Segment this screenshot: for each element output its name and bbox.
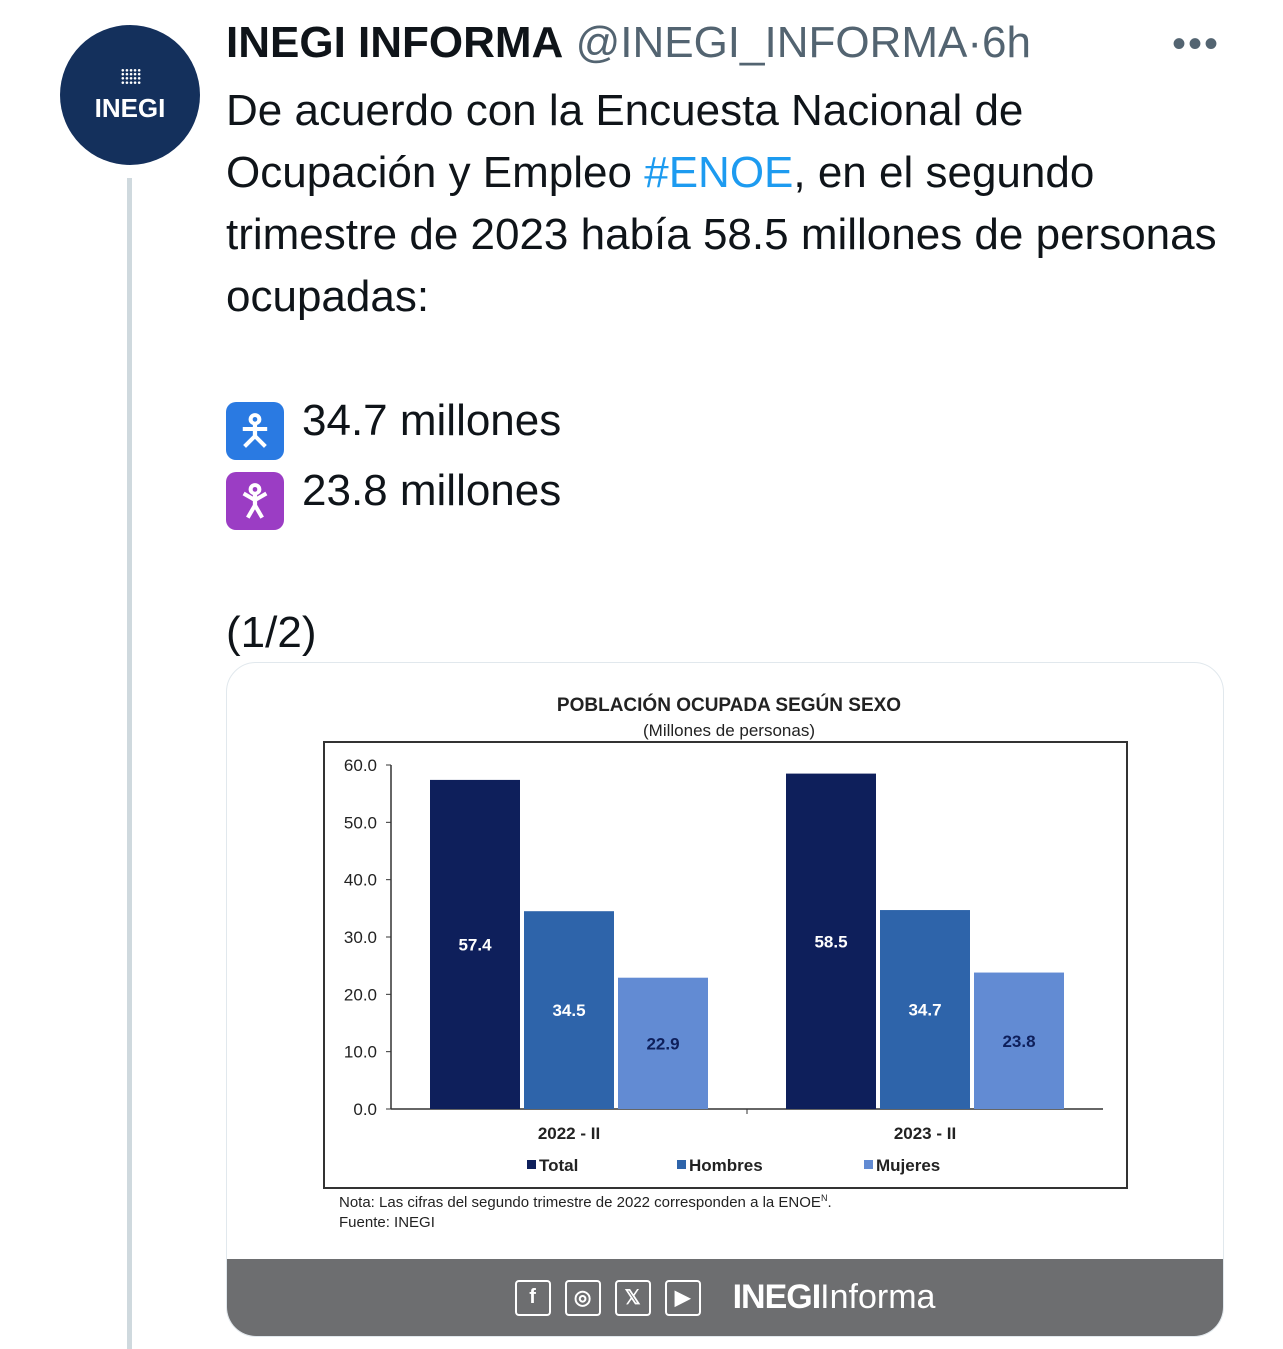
- x-category-label: 2022 - II: [538, 1124, 600, 1143]
- chart-source: Fuente: INEGI: [339, 1214, 435, 1231]
- y-tick-label: 50.0: [344, 813, 377, 832]
- x-category-label: 2023 - II: [894, 1124, 956, 1143]
- bar-value-label: 22.9: [646, 1034, 679, 1053]
- y-tick-label: 30.0: [344, 928, 377, 947]
- tweet-header: INEGI INFORMA @INEGI_INFORMA·6h: [226, 18, 1031, 68]
- men-count: 34.7 millones: [302, 396, 562, 445]
- bar-hombres: [524, 911, 614, 1109]
- bar-value-label: 34.5: [552, 1001, 585, 1020]
- bar-value-label: 23.8: [1002, 1032, 1035, 1051]
- bar-hombres: [880, 910, 970, 1109]
- thread-line: [127, 178, 132, 1349]
- inegi-logo-icon: ⁞⁞⁞⁞⁞: [119, 64, 143, 90]
- avatar[interactable]: ⁞⁞⁞⁞⁞ INEGI: [60, 25, 200, 165]
- tweet-text: De acuerdo con la Encuesta Nacional de O…: [226, 80, 1226, 664]
- inegi-informa-logo: INEGIInforma: [732, 1278, 936, 1316]
- text-part: De acuerdo con la Encuesta Nacional de O…: [226, 86, 1024, 197]
- bar-chart: POBLACIÓN OCUPADA SEGÚN SEXO (Millones de…: [323, 694, 1128, 1231]
- image-card[interactable]: POBLACIÓN OCUPADA SEGÚN SEXO (Millones de…: [226, 662, 1224, 1337]
- y-tick-label: 0.0: [353, 1100, 377, 1119]
- legend-swatch-total: [527, 1160, 536, 1169]
- separator: ·: [967, 18, 983, 67]
- legend-swatch-hombres: [677, 1160, 686, 1169]
- woman-symbol-icon: 🯆: [226, 472, 284, 530]
- bar-total: [430, 779, 520, 1109]
- men-line: 🯅 34.7 millones: [226, 390, 1226, 460]
- avatar-text: INEGI: [94, 92, 166, 123]
- card-footer: f ◎ 𝕏 ▶ INEGIInforma: [227, 1259, 1223, 1336]
- chart-frame: [323, 741, 1128, 1189]
- women-count: 23.8 millones: [302, 466, 562, 515]
- facebook-icon: f: [514, 1279, 551, 1316]
- bar-mujeres: [974, 972, 1064, 1109]
- author-name[interactable]: INEGI INFORMA: [226, 18, 564, 67]
- more-options-icon[interactable]: •••: [1172, 22, 1221, 66]
- hashtag-link[interactable]: #ENOE: [644, 148, 794, 197]
- y-tick-label: 10.0: [344, 1043, 377, 1062]
- author-handle[interactable]: @INEGI_INFORMA: [575, 18, 968, 67]
- chart-note: Nota: Las cifras del segundo trimestre d…: [339, 1193, 832, 1211]
- bar-mujeres: [618, 977, 708, 1109]
- thread-count: (1/2): [226, 608, 317, 657]
- legend-swatch-mujeres: [864, 1160, 873, 1169]
- legend-label: Total: [539, 1156, 578, 1175]
- timestamp[interactable]: 6h: [982, 18, 1031, 67]
- bar-value-label: 34.7: [908, 1001, 941, 1020]
- legend-label: Hombres: [689, 1156, 763, 1175]
- text-part: , en el segundo trimestre de 2023 había …: [226, 148, 1217, 321]
- y-tick-label: 40.0: [344, 871, 377, 890]
- y-tick-label: 20.0: [344, 985, 377, 1004]
- y-tick-label: 60.0: [344, 756, 377, 775]
- chart-subtitle: (Millones de personas): [643, 721, 815, 740]
- instagram-icon: ◎: [564, 1279, 601, 1316]
- bar-value-label: 57.4: [458, 935, 492, 954]
- legend-label: Mujeres: [876, 1156, 940, 1175]
- x-icon: 𝕏: [614, 1279, 651, 1316]
- bar-total: [786, 773, 876, 1109]
- man-symbol-icon: 🯅: [226, 402, 284, 460]
- chart-title: POBLACIÓN OCUPADA SEGÚN SEXO: [557, 694, 901, 716]
- tweet-paragraph: De acuerdo con la Encuesta Nacional de O…: [226, 80, 1226, 328]
- women-line: 🯆 23.8 millones: [226, 460, 1226, 530]
- youtube-icon: ▶: [664, 1279, 701, 1316]
- bar-value-label: 58.5: [814, 932, 847, 951]
